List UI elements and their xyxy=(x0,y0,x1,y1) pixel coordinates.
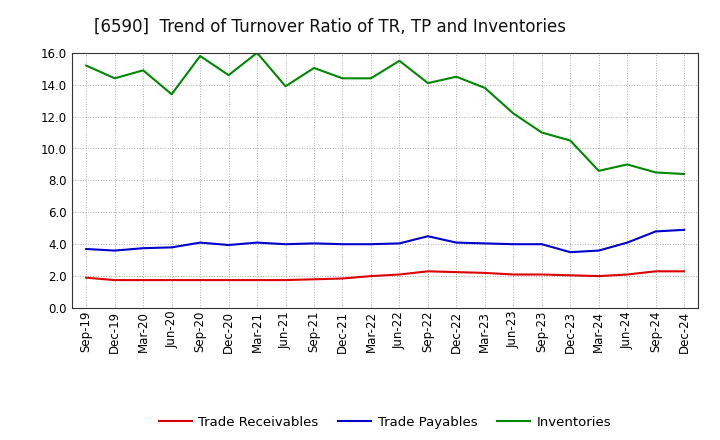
Inventories xyxy=(566,138,575,143)
Trade Receivables xyxy=(480,270,489,275)
Inventories xyxy=(509,111,518,116)
Trade Receivables xyxy=(595,273,603,279)
Inventories xyxy=(423,81,432,86)
Inventories xyxy=(480,85,489,91)
Inventories xyxy=(537,130,546,135)
Inventories xyxy=(139,68,148,73)
Trade Payables xyxy=(509,242,518,247)
Trade Receivables xyxy=(310,277,318,282)
Line: Trade Payables: Trade Payables xyxy=(86,230,684,252)
Trade Receivables xyxy=(623,272,631,277)
Inventories xyxy=(680,171,688,176)
Trade Payables xyxy=(110,248,119,253)
Trade Payables xyxy=(652,229,660,234)
Inventories xyxy=(623,162,631,167)
Trade Payables xyxy=(196,240,204,245)
Trade Payables xyxy=(537,242,546,247)
Trade Receivables xyxy=(225,278,233,283)
Trade Payables xyxy=(480,241,489,246)
Inventories xyxy=(253,50,261,55)
Trade Payables xyxy=(82,246,91,252)
Trade Receivables xyxy=(282,278,290,283)
Inventories xyxy=(395,58,404,63)
Inventories xyxy=(282,84,290,89)
Trade Receivables xyxy=(452,269,461,275)
Line: Trade Receivables: Trade Receivables xyxy=(86,271,684,280)
Trade Payables xyxy=(566,249,575,255)
Trade Payables xyxy=(680,227,688,232)
Text: [6590]  Trend of Turnover Ratio of TR, TP and Inventories: [6590] Trend of Turnover Ratio of TR, TP… xyxy=(94,18,566,36)
Inventories xyxy=(167,92,176,97)
Trade Receivables xyxy=(509,272,518,277)
Inventories xyxy=(452,74,461,79)
Trade Receivables xyxy=(680,269,688,274)
Trade Receivables xyxy=(110,278,119,283)
Trade Receivables xyxy=(253,278,261,283)
Trade Payables xyxy=(225,242,233,248)
Trade Payables xyxy=(423,234,432,239)
Inventories xyxy=(338,76,347,81)
Trade Receivables xyxy=(82,275,91,280)
Inventories xyxy=(225,73,233,78)
Inventories xyxy=(366,76,375,81)
Inventories xyxy=(196,53,204,59)
Trade Payables xyxy=(595,248,603,253)
Trade Payables xyxy=(167,245,176,250)
Trade Payables xyxy=(623,240,631,245)
Legend: Trade Receivables, Trade Payables, Inventories: Trade Receivables, Trade Payables, Inven… xyxy=(153,411,617,434)
Trade Payables xyxy=(366,242,375,247)
Trade Payables xyxy=(452,240,461,245)
Trade Payables xyxy=(395,241,404,246)
Trade Payables xyxy=(338,242,347,247)
Trade Payables xyxy=(282,242,290,247)
Trade Receivables xyxy=(423,269,432,274)
Trade Receivables xyxy=(338,276,347,281)
Inventories xyxy=(595,168,603,173)
Trade Receivables xyxy=(395,272,404,277)
Trade Receivables xyxy=(167,278,176,283)
Inventories xyxy=(82,63,91,68)
Trade Receivables xyxy=(537,272,546,277)
Inventories xyxy=(310,65,318,70)
Trade Receivables xyxy=(196,278,204,283)
Trade Payables xyxy=(139,246,148,251)
Trade Receivables xyxy=(566,273,575,278)
Inventories xyxy=(110,76,119,81)
Trade Payables xyxy=(253,240,261,245)
Line: Inventories: Inventories xyxy=(86,53,684,174)
Inventories xyxy=(652,170,660,175)
Trade Payables xyxy=(310,241,318,246)
Trade Receivables xyxy=(139,278,148,283)
Trade Receivables xyxy=(366,273,375,279)
Trade Receivables xyxy=(652,269,660,274)
